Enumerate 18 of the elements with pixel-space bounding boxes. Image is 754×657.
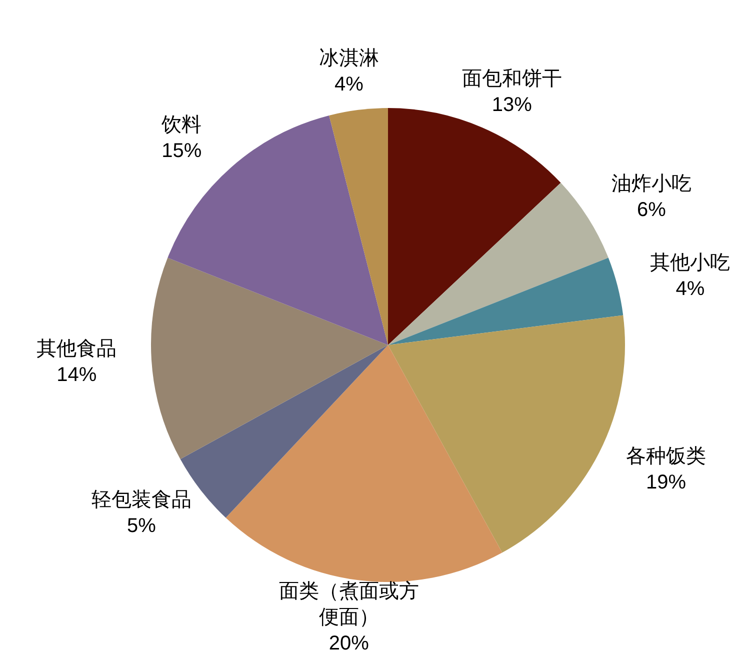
slice-label: 面类（煮面或方便面） bbox=[278, 579, 419, 628]
data-label: 15% bbox=[162, 140, 202, 162]
data-label: 5% bbox=[127, 515, 156, 538]
data-label: 4% bbox=[676, 278, 705, 300]
slice-label: 其他小吃 bbox=[650, 252, 730, 274]
slice-label: 各种饭类 bbox=[626, 445, 706, 468]
data-label: 14% bbox=[56, 364, 97, 386]
slice-label: 油炸小吃 bbox=[611, 173, 692, 196]
slice-label: 面包和饼干 bbox=[462, 68, 562, 90]
data-label: 4% bbox=[334, 74, 364, 96]
slice-label: 饮料 bbox=[160, 114, 202, 136]
data-label: 6% bbox=[636, 199, 666, 222]
data-label: 20% bbox=[328, 632, 370, 654]
slice-label: 冰淇淋 bbox=[318, 48, 379, 70]
data-label: 19% bbox=[646, 471, 686, 494]
data-label: 13% bbox=[492, 94, 532, 116]
slice-label: 其他食品 bbox=[36, 338, 117, 360]
slice-label: 轻包装食品 bbox=[91, 489, 192, 512]
